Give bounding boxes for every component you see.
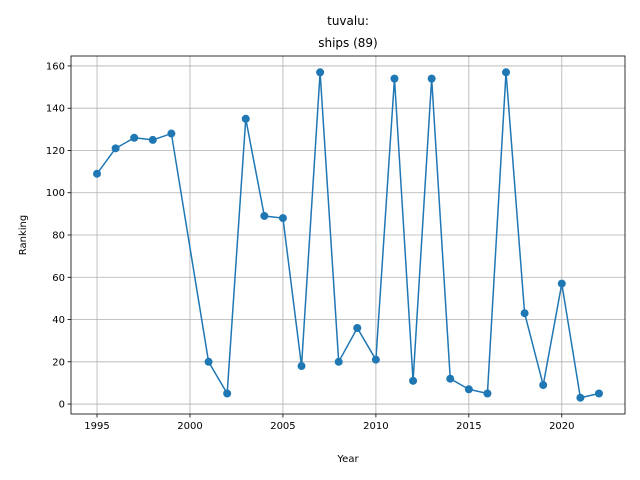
y-tick-label: 100: [46, 188, 65, 199]
y-tick-label: 160: [46, 61, 65, 72]
x-tick-label: 2005: [270, 421, 295, 432]
axis-ticks: 1995 2000 2005 2010 2015 2020 0 20 40 60 80 100 120 1…: [46, 61, 575, 432]
x-axis-label: Year: [336, 454, 359, 465]
data-point: [297, 362, 306, 371]
y-tick-label: 0: [59, 400, 65, 411]
y-axis-label: Ranking: [18, 215, 29, 255]
y-tick-label: 120: [46, 146, 65, 157]
chart-title-line1: tuvalu:: [327, 14, 369, 28]
data-point: [539, 381, 548, 390]
data-point: [167, 129, 176, 138]
y-tick-label: 20: [52, 357, 65, 368]
data-point: [502, 68, 511, 77]
data-point: [111, 144, 120, 153]
y-tick-label: 40: [52, 315, 65, 326]
data-point: [148, 135, 157, 144]
x-tick-label: 2010: [363, 421, 388, 432]
data-point: [260, 211, 269, 220]
y-tick-label: 60: [52, 273, 65, 284]
data-point: [223, 389, 232, 398]
data-point: [520, 309, 529, 318]
data-series: [93, 68, 603, 402]
x-tick-label: 2000: [177, 421, 202, 432]
data-point: [130, 133, 139, 142]
data-point: [557, 279, 566, 288]
data-point: [483, 389, 492, 398]
data-point: [464, 385, 473, 394]
chart-title-line2: ships (89): [318, 36, 378, 50]
data-point: [446, 374, 455, 383]
data-point: [427, 74, 436, 83]
data-point: [594, 389, 603, 398]
data-point: [93, 169, 102, 178]
data-point: [409, 376, 418, 385]
grid: [71, 56, 625, 414]
x-tick-label: 2020: [549, 421, 574, 432]
data-point: [390, 74, 399, 83]
y-tick-label: 140: [46, 104, 65, 115]
data-point: [241, 114, 250, 123]
data-point: [204, 357, 213, 366]
data-point: [576, 393, 585, 402]
data-point: [371, 355, 380, 364]
x-tick-label: 2015: [456, 421, 481, 432]
data-point: [278, 214, 287, 223]
data-point: [316, 68, 325, 77]
x-tick-label: 1995: [84, 421, 109, 432]
data-point: [353, 323, 362, 332]
y-tick-label: 80: [52, 231, 65, 242]
data-point: [334, 357, 343, 366]
